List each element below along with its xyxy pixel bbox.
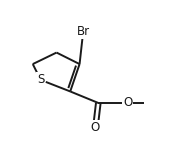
Text: O: O <box>123 96 132 109</box>
Text: Br: Br <box>77 25 90 38</box>
Text: S: S <box>37 73 44 86</box>
Text: O: O <box>91 121 100 134</box>
